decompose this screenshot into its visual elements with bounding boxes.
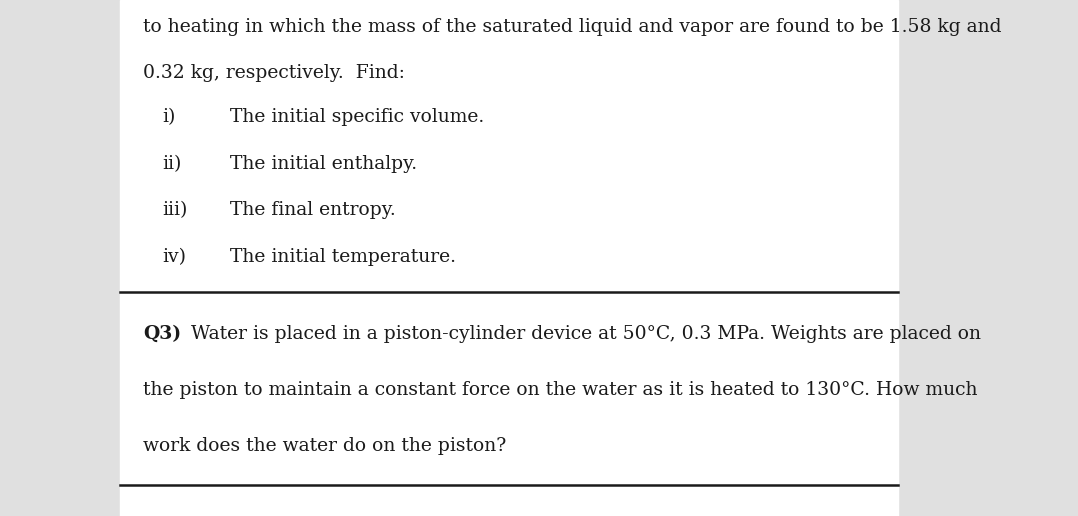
Text: iii): iii) xyxy=(162,201,188,219)
Text: The initial enthalpy.: The initial enthalpy. xyxy=(230,155,416,173)
Text: the piston to maintain a constant force on the water as it is heated to 130°C. H: the piston to maintain a constant force … xyxy=(143,381,978,399)
Text: work does the water do on the piston?: work does the water do on the piston? xyxy=(143,437,507,455)
Text: ii): ii) xyxy=(162,155,181,173)
Text: to heating in which the mass of the saturated liquid and vapor are found to be 1: to heating in which the mass of the satu… xyxy=(143,18,1001,36)
Text: iv): iv) xyxy=(162,248,185,266)
Text: 0.32 kg, respectively.  Find:: 0.32 kg, respectively. Find: xyxy=(143,64,405,83)
Text: The initial temperature.: The initial temperature. xyxy=(230,248,456,266)
Text: The initial specific volume.: The initial specific volume. xyxy=(230,108,484,126)
Text: The final entropy.: The final entropy. xyxy=(230,201,396,219)
Text: Water is placed in a piston-cylinder device at 50°C, 0.3 MPa. Weights are placed: Water is placed in a piston-cylinder dev… xyxy=(185,325,981,343)
Text: Q3): Q3) xyxy=(143,325,181,343)
Text: i): i) xyxy=(162,108,176,126)
Bar xyxy=(121,0,898,516)
